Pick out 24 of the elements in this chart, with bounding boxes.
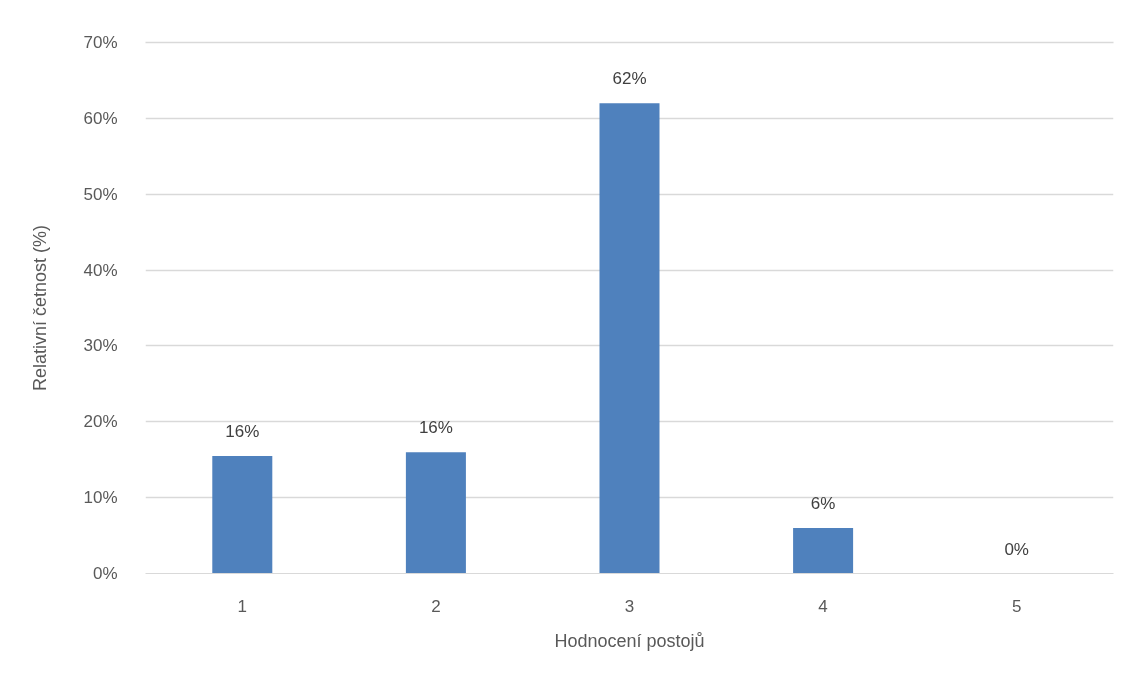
- y-tick-label: 20%: [83, 412, 118, 432]
- y-tick-label: 50%: [83, 184, 118, 204]
- x-axis-title: Hodnocení postojů: [554, 630, 705, 651]
- data-label: 16%: [418, 418, 453, 438]
- x-tick-label: 1: [237, 596, 248, 616]
- x-tick-label: 5: [1011, 596, 1022, 616]
- bar: [599, 103, 660, 574]
- y-tick-label: 40%: [83, 260, 118, 280]
- bar: [212, 455, 273, 574]
- y-tick-label: 30%: [83, 336, 118, 356]
- data-label: 62%: [612, 69, 647, 89]
- bar: [793, 527, 854, 574]
- y-tick-label: 0%: [92, 564, 118, 583]
- data-label: 6%: [810, 493, 836, 513]
- x-tick-label: 3: [624, 596, 635, 616]
- y-axis-title: Relativní četnost (%): [30, 224, 51, 392]
- y-tick-label: 70%: [83, 33, 118, 52]
- data-label: 0%: [1004, 539, 1029, 559]
- x-tick-label: 2: [431, 596, 441, 616]
- x-tick-label: 4: [818, 596, 828, 616]
- y-tick-label: 10%: [83, 488, 118, 508]
- data-label: 16%: [225, 421, 260, 441]
- y-tick-label: 60%: [83, 108, 118, 128]
- bar: [405, 452, 466, 574]
